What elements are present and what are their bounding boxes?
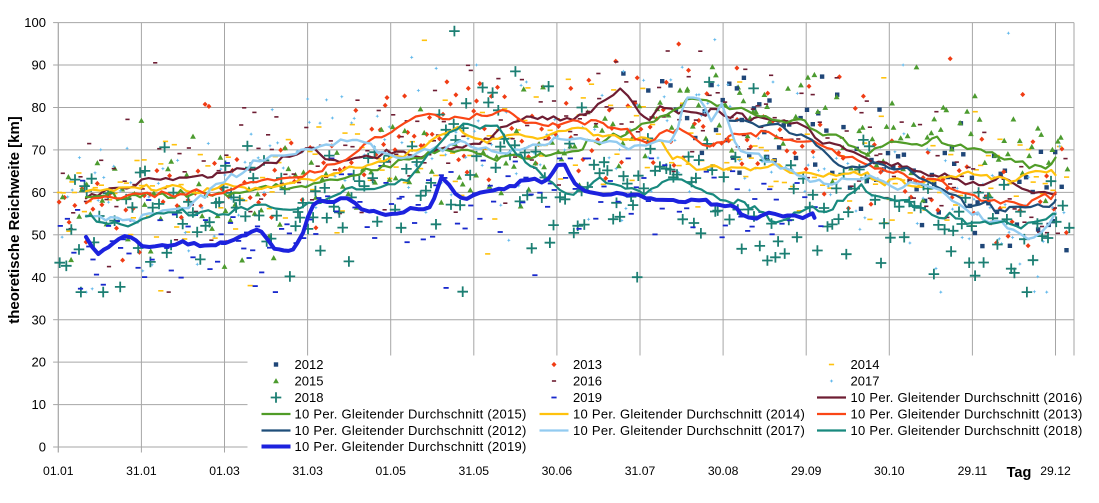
svg-text:30.08: 30.08 bbox=[708, 464, 739, 478]
svg-text:20: 20 bbox=[32, 355, 46, 370]
svg-text:10 Per. Gleitender Durchschnit: 10 Per. Gleitender Durchschnitt (2019) bbox=[295, 439, 527, 454]
svg-text:10 Per. Gleitender Durchschnit: 10 Per. Gleitender Durchschnitt (2016) bbox=[851, 390, 1083, 405]
svg-text:50: 50 bbox=[32, 227, 46, 242]
svg-text:30.10: 30.10 bbox=[874, 464, 905, 478]
svg-text:31.01: 31.01 bbox=[126, 464, 157, 478]
svg-text:2013: 2013 bbox=[573, 357, 602, 372]
svg-text:31.07: 31.07 bbox=[625, 464, 656, 478]
svg-text:10 Per. Gleitender Durchschnit: 10 Per. Gleitender Durchschnitt (2017) bbox=[573, 423, 805, 438]
svg-text:29.11: 29.11 bbox=[958, 464, 988, 478]
svg-text:10 Per. Gleitender Durchschnit: 10 Per. Gleitender Durchschnitt (2015) bbox=[295, 407, 527, 422]
svg-text:29.12: 29.12 bbox=[1040, 464, 1071, 478]
svg-text:31.03: 31.03 bbox=[292, 464, 323, 478]
svg-text:31.05: 31.05 bbox=[459, 464, 490, 478]
svg-text:100: 100 bbox=[24, 15, 46, 30]
svg-text:10: 10 bbox=[32, 397, 46, 412]
svg-text:01.03: 01.03 bbox=[209, 464, 240, 478]
svg-text:01.05: 01.05 bbox=[375, 464, 406, 478]
svg-text:30.06: 30.06 bbox=[542, 464, 573, 478]
svg-text:2014: 2014 bbox=[851, 357, 880, 372]
svg-text:2019: 2019 bbox=[573, 390, 602, 405]
svg-text:2016: 2016 bbox=[573, 374, 602, 389]
svg-text:01.01: 01.01 bbox=[43, 464, 74, 478]
svg-text:Tag: Tag bbox=[1007, 465, 1032, 481]
svg-text:10 Per. Gleitender Durchschnit: 10 Per. Gleitender Durchschnitt (2014) bbox=[573, 407, 805, 422]
svg-text:60: 60 bbox=[32, 185, 46, 200]
svg-text:90: 90 bbox=[32, 58, 46, 73]
svg-text:2012: 2012 bbox=[295, 357, 324, 372]
svg-text:theoretische Reichweite [km]: theoretische Reichweite [km] bbox=[6, 116, 23, 324]
svg-text:40: 40 bbox=[32, 270, 46, 285]
svg-text:80: 80 bbox=[32, 100, 46, 115]
svg-text:30: 30 bbox=[32, 312, 46, 327]
svg-text:70: 70 bbox=[32, 143, 46, 158]
svg-text:29.09: 29.09 bbox=[791, 464, 822, 478]
svg-text:2018: 2018 bbox=[295, 390, 324, 405]
svg-text:10 Per. Gleitender Durchschnit: 10 Per. Gleitender Durchschnitt (2012) bbox=[295, 423, 527, 438]
svg-text:10 Per. Gleitender Durchschnit: 10 Per. Gleitender Durchschnitt (2013) bbox=[851, 407, 1083, 422]
svg-text:10 Per. Gleitender Durchschnit: 10 Per. Gleitender Durchschnitt (2018) bbox=[851, 423, 1083, 438]
svg-text:2017: 2017 bbox=[851, 374, 880, 389]
svg-text:0: 0 bbox=[39, 440, 46, 455]
svg-text:2015: 2015 bbox=[295, 374, 324, 389]
